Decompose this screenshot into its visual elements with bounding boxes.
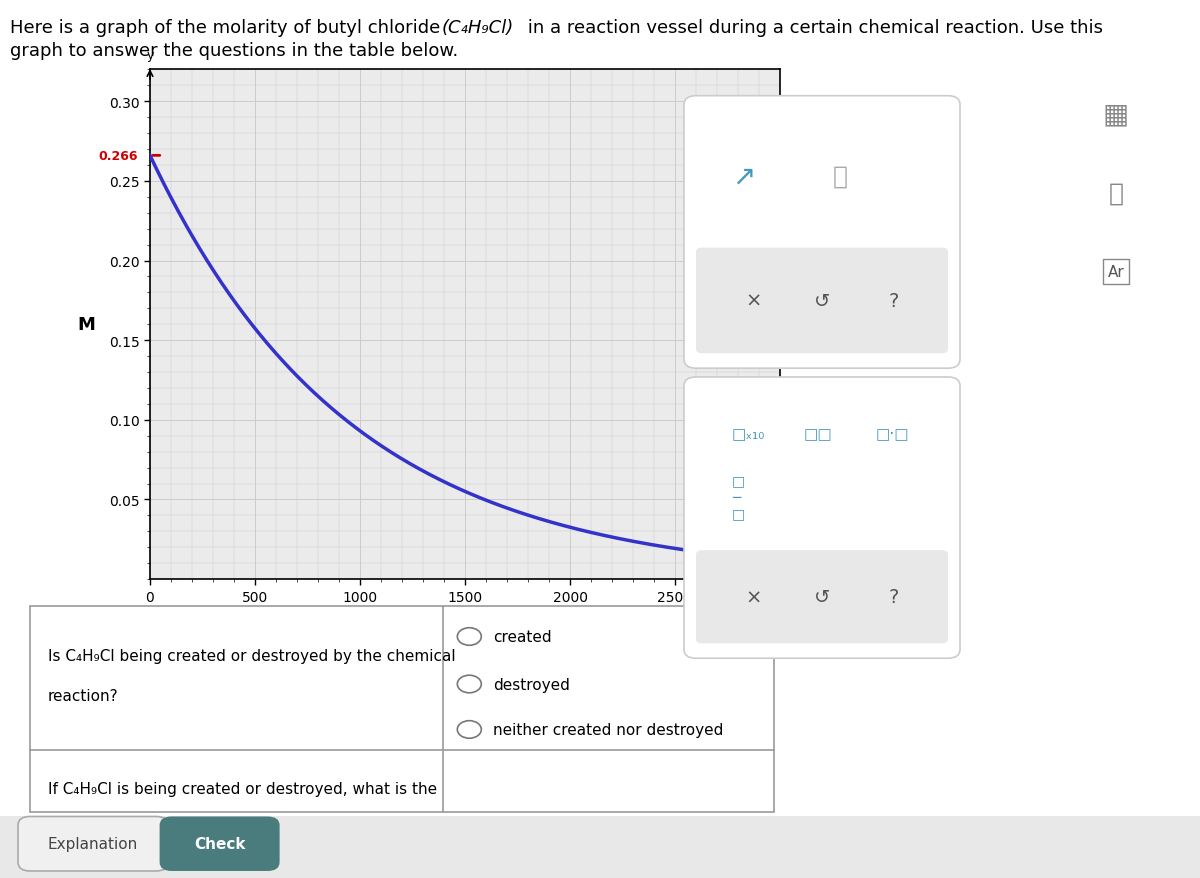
Text: neither created nor destroyed: neither created nor destroyed xyxy=(493,722,724,738)
Text: ?: ? xyxy=(889,291,899,311)
Text: Check: Check xyxy=(194,836,245,852)
Text: ↗: ↗ xyxy=(732,162,756,191)
Text: □ₓ₁₀: □ₓ₁₀ xyxy=(732,426,766,442)
Text: Is C₄H₉Cl being created or destroyed by the chemical: Is C₄H₉Cl being created or destroyed by … xyxy=(48,649,456,664)
Text: □
─
□: □ ─ □ xyxy=(732,474,745,520)
Text: 📊: 📊 xyxy=(1109,181,1123,205)
Text: ×: × xyxy=(745,291,762,311)
Text: destroyed: destroyed xyxy=(493,677,570,692)
Text: □·□: □·□ xyxy=(876,426,910,442)
Text: □□: □□ xyxy=(804,426,833,442)
Text: y: y xyxy=(146,49,154,62)
Text: Explanation: Explanation xyxy=(48,836,138,852)
Text: 0.266: 0.266 xyxy=(98,149,138,162)
Text: in a reaction vessel during a certain chemical reaction. Use this: in a reaction vessel during a certain ch… xyxy=(522,19,1103,37)
Text: If C₄H₉Cl is being created or destroyed, what is the: If C₄H₉Cl is being created or destroyed,… xyxy=(48,781,437,796)
Text: ↺: ↺ xyxy=(814,291,830,311)
Text: Here is a graph of the molarity of butyl chloride: Here is a graph of the molarity of butyl… xyxy=(10,19,445,37)
Text: ×: × xyxy=(745,587,762,607)
Text: (C₄H₉Cl): (C₄H₉Cl) xyxy=(442,19,514,37)
Text: ⬜: ⬜ xyxy=(833,165,847,189)
Text: Ar: Ar xyxy=(1108,264,1124,280)
Text: reaction?: reaction? xyxy=(48,688,119,703)
Text: x: x xyxy=(794,573,802,586)
Text: graph to answer the questions in the table below.: graph to answer the questions in the tab… xyxy=(10,42,458,60)
Text: ?: ? xyxy=(889,587,899,607)
Text: ↺: ↺ xyxy=(814,587,830,607)
Text: ▦: ▦ xyxy=(1103,100,1129,128)
Text: M: M xyxy=(78,316,95,334)
X-axis label: seconds: seconds xyxy=(424,612,506,630)
Text: created: created xyxy=(493,630,552,644)
